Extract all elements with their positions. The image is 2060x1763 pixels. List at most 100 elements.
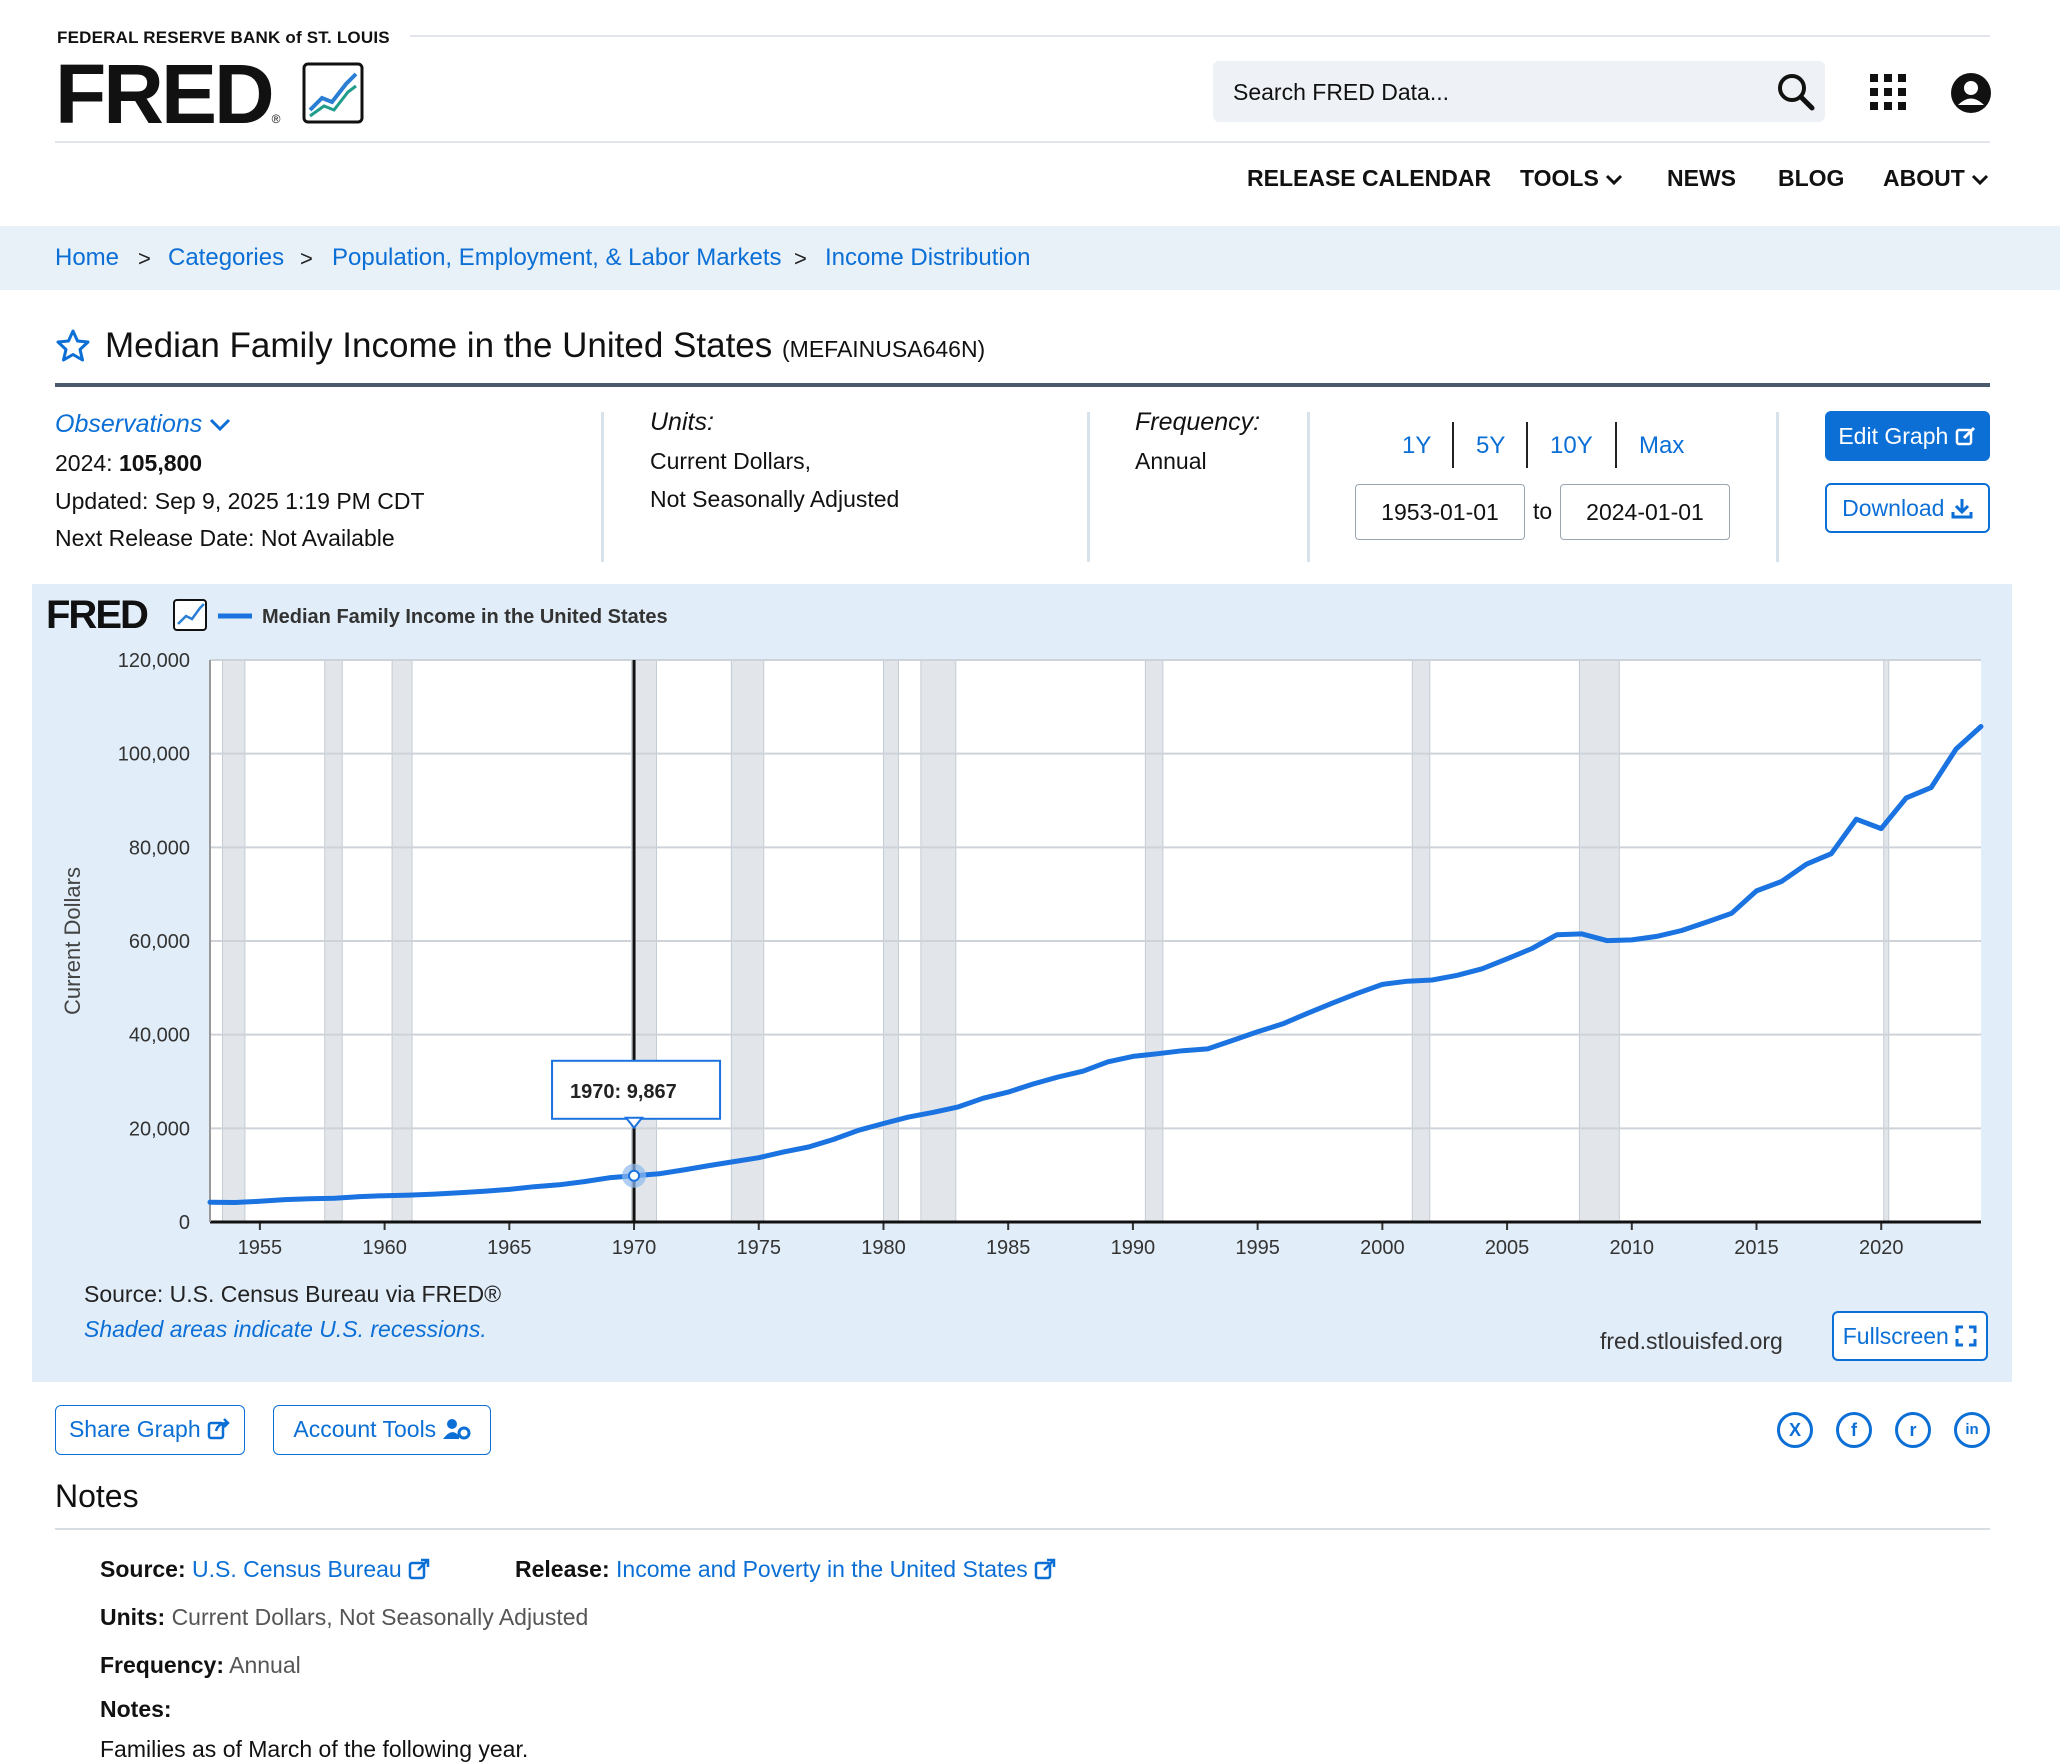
x-tick-label: 1970 xyxy=(612,1237,657,1259)
breadcrumb-separator: > xyxy=(300,246,313,271)
edit-icon xyxy=(1955,426,1975,446)
breadcrumb xyxy=(0,226,2060,290)
favorite-star-icon[interactable] xyxy=(55,328,91,369)
range-5y-button[interactable]: 5Y xyxy=(1476,432,1506,459)
range-separator xyxy=(1526,422,1528,468)
y-tick-label: 100,000 xyxy=(118,744,190,766)
tooltip-pointer xyxy=(623,1116,645,1130)
observations-toggle[interactable]: Observations xyxy=(55,410,231,439)
notes-source-link[interactable]: U.S. Census Bureau xyxy=(192,1556,402,1582)
notes-title: Notes xyxy=(55,1478,139,1514)
units-line2: Not Seasonally Adjusted xyxy=(650,486,900,512)
notes-source: Source: U.S. Census Bureau xyxy=(100,1556,430,1583)
x-tick-label: 1965 xyxy=(487,1237,532,1259)
nav-release-calendar[interactable]: RELEASE CALENDAR xyxy=(1247,165,1492,191)
start-date-input[interactable] xyxy=(1355,484,1525,540)
header-divider-top xyxy=(410,35,1990,37)
facebook-icon[interactable]: f xyxy=(1836,1412,1872,1448)
range-1y-button[interactable]: 1Y xyxy=(1402,432,1432,459)
x-tick-label: 1995 xyxy=(1235,1237,1280,1259)
meta-divider xyxy=(1307,412,1310,562)
x-tick-label: 2010 xyxy=(1610,1237,1655,1259)
account-icon[interactable] xyxy=(1950,72,1992,119)
notes-units-label: Units: xyxy=(100,1604,166,1630)
download-icon xyxy=(1951,499,1973,519)
external-link-icon[interactable] xyxy=(408,1558,430,1580)
chevron-down-icon xyxy=(210,418,231,432)
meta-divider xyxy=(1776,412,1779,562)
range-separator xyxy=(1452,422,1454,468)
fred-logo-text: FRED xyxy=(55,47,275,141)
nav-tools-label: TOOLS xyxy=(1520,165,1599,191)
edit-graph-label: Edit Graph xyxy=(1838,423,1949,449)
frequency-value: Annual xyxy=(1135,448,1207,474)
units-line1: Current Dollars, xyxy=(650,448,812,474)
meta-divider xyxy=(601,412,604,562)
x-tick-label: 1955 xyxy=(238,1237,283,1259)
breadcrumb-categories[interactable]: Categories xyxy=(168,244,285,271)
notes-notes-label-text: Notes: xyxy=(100,1696,172,1722)
x-tick-label: 1980 xyxy=(861,1237,906,1259)
breadcrumb-separator: > xyxy=(794,246,807,271)
range-10y-button[interactable]: 10Y xyxy=(1550,432,1593,459)
x-icon[interactable]: X xyxy=(1777,1412,1813,1448)
fred-logo-graph-icon xyxy=(302,62,364,124)
notes-divider xyxy=(55,1528,1990,1530)
search-icon[interactable] xyxy=(1775,71,1815,116)
fred-logo[interactable]: FRED® xyxy=(55,52,281,161)
edit-graph-button[interactable]: Edit Graph xyxy=(1825,411,1990,461)
range-separator xyxy=(1615,422,1617,468)
breadcrumb-income-distribution[interactable]: Income Distribution xyxy=(825,244,1031,271)
chart-fred-graph-icon-line xyxy=(177,603,205,625)
external-link-icon[interactable] xyxy=(1034,1558,1056,1580)
y-tick-label: 20,000 xyxy=(129,1118,190,1140)
legend-label: Median Family Income in the United State… xyxy=(262,606,668,628)
account-tools-label: Account Tools xyxy=(293,1416,437,1442)
notes-frequency-label: Frequency: xyxy=(100,1652,224,1678)
notes-frequency-value: Annual xyxy=(229,1652,301,1678)
notes-source-label: Source: xyxy=(100,1556,186,1582)
series-id: (MEFAINUSA646N) xyxy=(782,336,986,362)
nav-blog[interactable]: BLOG xyxy=(1778,165,1845,191)
latest-value: 105,800 xyxy=(118,450,203,476)
y-tick-label: 40,000 xyxy=(129,1025,190,1047)
reddit-icon[interactable]: r xyxy=(1895,1412,1931,1448)
breadcrumb-home[interactable]: Home xyxy=(55,244,120,271)
notes-units-value: Current Dollars, Not Seasonally Adjusted xyxy=(171,1604,589,1630)
series-title: Median Family Income in the United State… xyxy=(105,326,773,365)
chart-svg[interactable]: 0 20,000 40,000 60,000 80,000 100,000 120,000 1… xyxy=(32,584,2012,1382)
share-graph-button[interactable]: Share Graph xyxy=(55,1405,245,1455)
nav-about-label: ABOUT xyxy=(1883,165,1965,191)
x-tick-label: 2015 xyxy=(1734,1237,1779,1259)
tooltip-text: 1970: 9,867 xyxy=(570,1081,677,1103)
nav-about[interactable]: ABOUT xyxy=(1883,165,1989,192)
date-range-to: to xyxy=(1533,498,1553,524)
nav-tools[interactable]: TOOLS xyxy=(1520,165,1623,192)
breadcrumb-population[interactable]: Population, Employment, & Labor Markets xyxy=(332,244,782,271)
end-date-input[interactable] xyxy=(1560,484,1730,540)
y-tick-label: 0 xyxy=(179,1212,190,1234)
x-tick-label: 2020 xyxy=(1859,1237,1904,1259)
download-label: Download xyxy=(1842,495,1945,521)
y-tick-label: 80,000 xyxy=(129,837,190,859)
range-max-button[interactable]: Max xyxy=(1639,432,1685,459)
apps-grid-icon[interactable] xyxy=(1868,72,1908,117)
search-input[interactable] xyxy=(1231,61,1755,124)
frequency-label: Frequency: xyxy=(1135,408,1261,436)
x-tick-label: 1975 xyxy=(737,1237,782,1259)
account-tools-button[interactable]: Account Tools xyxy=(273,1405,491,1455)
share-graph-label: Share Graph xyxy=(68,1416,201,1442)
site-url: fred.stlouisfed.org xyxy=(1600,1328,1783,1354)
search-box[interactable] xyxy=(1213,61,1825,124)
nav-news[interactable]: NEWS xyxy=(1667,165,1736,191)
linkedin-icon[interactable]: in xyxy=(1954,1412,1990,1448)
recession-note-link[interactable]: Shaded areas indicate U.S. recessions. xyxy=(84,1316,487,1342)
download-button[interactable]: Download xyxy=(1825,483,1990,533)
fullscreen-button[interactable]: Fullscreen xyxy=(1832,1311,1988,1361)
notes-release-link[interactable]: Income and Poverty in the United States xyxy=(616,1556,1028,1582)
latest-period: 2024: xyxy=(55,450,113,476)
fullscreen-label: Fullscreen xyxy=(1842,1323,1949,1349)
x-tick-label: 1990 xyxy=(1111,1237,1156,1259)
y-tick-label: 60,000 xyxy=(129,931,190,953)
series-line xyxy=(207,724,1984,1205)
